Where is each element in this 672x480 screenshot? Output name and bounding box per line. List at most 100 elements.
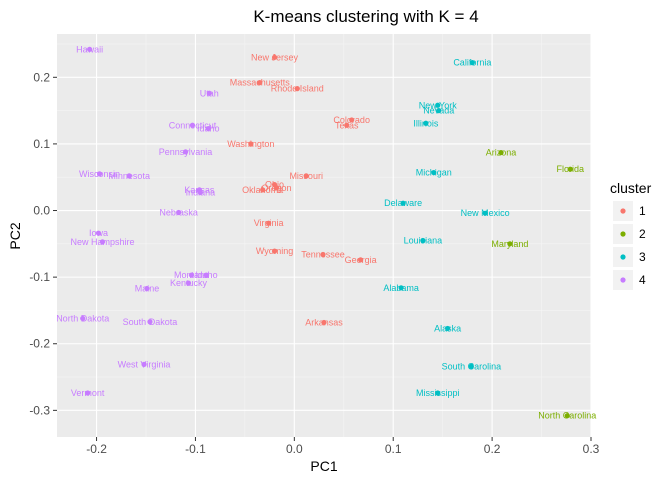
point-label: Washington bbox=[227, 139, 274, 149]
data-point bbox=[321, 319, 327, 326]
data-point bbox=[197, 189, 203, 196]
y-tick-label: 0.2 bbox=[33, 70, 50, 84]
grid-major bbox=[57, 34, 592, 437]
data-point bbox=[206, 90, 212, 96]
point-label: Vermont bbox=[71, 388, 105, 398]
point-label: Indiana bbox=[186, 188, 216, 198]
legend-items: 1 2 3 4 bbox=[613, 201, 646, 290]
point-label: Iowa bbox=[89, 228, 108, 238]
point-label: Kansas bbox=[184, 185, 215, 195]
data-point bbox=[445, 325, 451, 332]
point-label: Mississippi bbox=[416, 388, 460, 398]
point-label: Minnesota bbox=[108, 171, 150, 181]
data-point bbox=[435, 102, 441, 108]
data-point bbox=[303, 173, 309, 179]
grid-minor bbox=[57, 34, 591, 437]
legend-title: cluster bbox=[610, 180, 652, 196]
data-point bbox=[564, 413, 570, 419]
data-point bbox=[257, 80, 263, 86]
point-label: Oklahoma bbox=[242, 185, 283, 195]
point-label: Nevada bbox=[423, 106, 454, 116]
point-label: West Virginia bbox=[118, 359, 171, 369]
point-label: Colorado bbox=[333, 115, 370, 125]
data-point bbox=[205, 125, 211, 132]
data-point bbox=[400, 200, 406, 206]
point-label: Louisiana bbox=[404, 235, 443, 245]
point-label: Maine bbox=[135, 283, 160, 293]
y-axis: -0.3 -0.2 -0.1 0.0 0.1 0.2 bbox=[29, 70, 57, 417]
y-tick-label: 0.1 bbox=[33, 137, 50, 151]
data-point bbox=[349, 117, 355, 123]
point-label: North Carolina bbox=[538, 411, 596, 421]
legend-label: 1 bbox=[639, 204, 646, 218]
point-label: Ohio bbox=[265, 180, 284, 190]
point-label: Utah bbox=[200, 88, 219, 98]
legend-label: 2 bbox=[639, 227, 646, 241]
data-point bbox=[357, 257, 364, 263]
data-point bbox=[87, 46, 93, 52]
point-label: North Dakota bbox=[56, 313, 109, 323]
x-axis-label: PC1 bbox=[310, 458, 337, 474]
data-point bbox=[507, 241, 513, 247]
data-point bbox=[95, 230, 102, 236]
data-point bbox=[482, 210, 488, 216]
point-label: Idaho bbox=[197, 124, 220, 134]
data-point bbox=[469, 60, 475, 66]
chart-title: K-means clustering with K = 4 bbox=[253, 7, 478, 26]
data-point bbox=[431, 169, 437, 176]
data-point bbox=[176, 209, 182, 216]
data-point bbox=[99, 239, 106, 245]
point-label: Kentucky bbox=[170, 278, 208, 288]
y-axis-label: PC2 bbox=[7, 222, 23, 249]
data-point bbox=[420, 237, 426, 244]
point-label: Delaware bbox=[384, 198, 422, 208]
plot-panel bbox=[57, 34, 591, 437]
data-point bbox=[248, 141, 254, 147]
x-tick-label: -0.1 bbox=[185, 442, 206, 456]
point-label: South Carolina bbox=[442, 361, 502, 371]
data-point bbox=[344, 122, 350, 128]
y-tick-label: 0.0 bbox=[33, 204, 50, 218]
legend-marker bbox=[620, 277, 626, 283]
data-point bbox=[188, 272, 195, 278]
point-label: Virginia bbox=[254, 218, 284, 228]
data-point bbox=[294, 86, 300, 92]
point-label: Missouri bbox=[289, 171, 323, 181]
point-label: Wyoming bbox=[256, 246, 293, 256]
data-point bbox=[185, 280, 192, 286]
point-label: Georgia bbox=[345, 255, 377, 265]
point-label: Nebraska bbox=[159, 208, 198, 218]
legend-marker bbox=[620, 254, 626, 260]
point-label: Illinois bbox=[413, 118, 439, 128]
data-point bbox=[182, 149, 189, 155]
data-point bbox=[271, 54, 278, 60]
point-label: Arkansas bbox=[305, 317, 343, 327]
point-label: Connecticut bbox=[169, 120, 217, 130]
point-label: Texas bbox=[335, 120, 359, 130]
x-tick-label: 0.1 bbox=[385, 442, 402, 456]
data-point bbox=[567, 166, 573, 172]
point-label: Pennsylvania bbox=[159, 147, 213, 157]
point-label: Montana bbox=[174, 270, 209, 280]
y-tick-label: -0.3 bbox=[29, 403, 50, 417]
data-point bbox=[144, 285, 150, 292]
point-label: Florida bbox=[556, 164, 584, 174]
legend: cluster 1 2 3 4 bbox=[610, 180, 652, 290]
legend-marker bbox=[620, 208, 626, 214]
data-point bbox=[96, 171, 103, 177]
point-label: Tennessee bbox=[301, 249, 345, 259]
point-label: Alaska bbox=[434, 323, 461, 333]
data-point bbox=[498, 149, 504, 156]
point-label: Hawaii bbox=[76, 44, 103, 54]
point-label: South Dakota bbox=[123, 317, 178, 327]
data-point bbox=[126, 173, 132, 179]
data-point bbox=[85, 390, 91, 396]
point-label: Michigan bbox=[416, 168, 452, 178]
point-label: Alabama bbox=[383, 283, 419, 293]
x-tick-label: 0.0 bbox=[286, 442, 303, 456]
data-point bbox=[260, 187, 266, 193]
data-point bbox=[436, 108, 442, 114]
data-point bbox=[80, 315, 86, 322]
legend-label: 3 bbox=[639, 250, 646, 264]
